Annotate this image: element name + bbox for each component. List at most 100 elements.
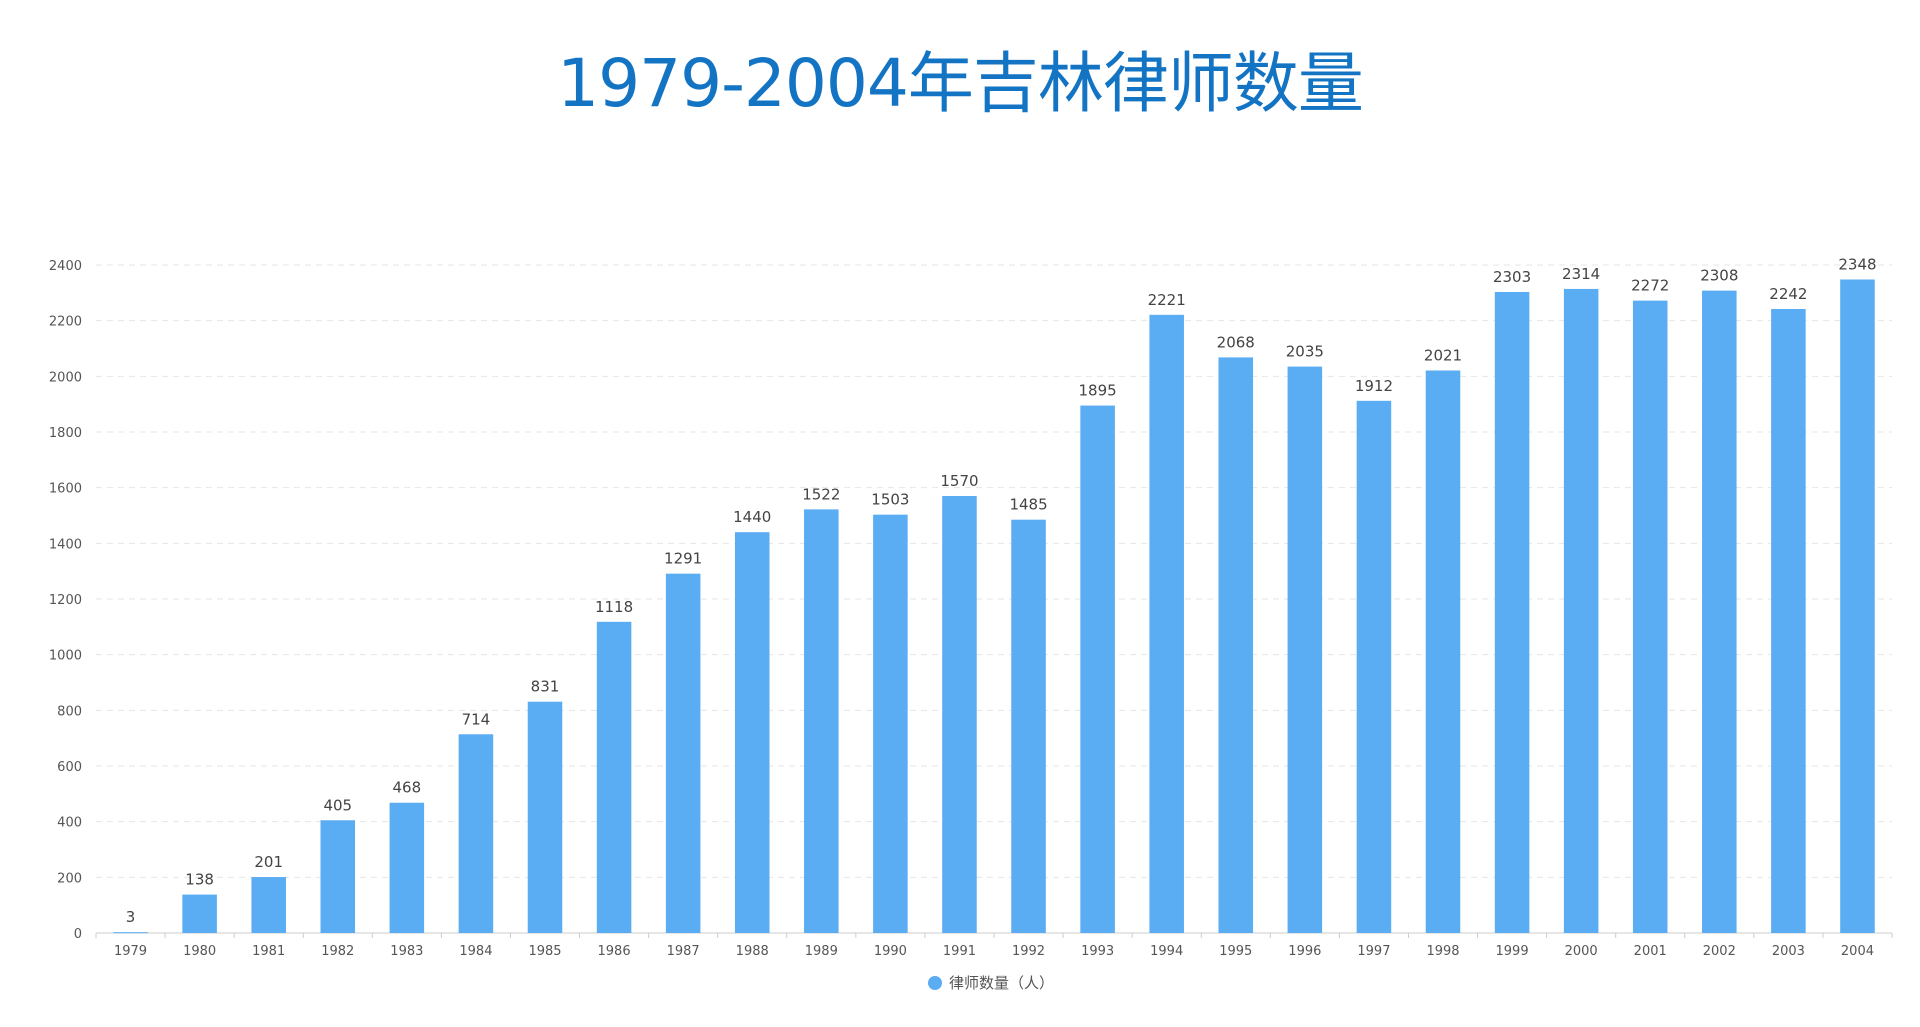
legend-label[interactable]: 律师数量（人） <box>949 974 1054 992</box>
x-tick-label: 1997 <box>1357 944 1390 959</box>
bar[interactable] <box>804 509 839 933</box>
data-label: 2348 <box>1838 255 1876 273</box>
bar[interactable] <box>1425 370 1461 933</box>
bar[interactable] <box>1011 519 1046 933</box>
x-tick-label: 1999 <box>1496 944 1529 959</box>
x-tick-label: 1998 <box>1426 944 1459 959</box>
bar[interactable] <box>1218 357 1254 933</box>
gridlines <box>96 264 1892 878</box>
y-tick-label: 1200 <box>49 593 82 608</box>
y-tick-label: 1000 <box>49 649 82 664</box>
legend-marker[interactable] <box>928 976 942 990</box>
bar[interactable] <box>1287 366 1323 933</box>
bar[interactable] <box>251 877 286 933</box>
bars <box>113 279 1875 934</box>
bar[interactable] <box>1149 314 1184 933</box>
bar[interactable] <box>596 621 632 933</box>
x-tick-label: 2000 <box>1565 944 1598 959</box>
data-label: 2314 <box>1562 265 1600 283</box>
x-tick-label: 1992 <box>1012 944 1045 959</box>
data-label: 1570 <box>940 472 978 490</box>
x-tick-label: 1986 <box>598 944 631 959</box>
x-tick-label: 2003 <box>1772 944 1805 959</box>
data-label: 831 <box>531 678 560 696</box>
y-tick-label: 1600 <box>49 482 82 497</box>
data-labels: 3 138 201 405 468 714 831 1118 1291 1440 1522 1503 1… <box>126 255 1877 926</box>
x-tick-label: 1990 <box>874 944 907 959</box>
data-label: 1440 <box>733 508 771 526</box>
data-label: 2035 <box>1286 343 1324 361</box>
x-tick-label: 1984 <box>459 944 492 959</box>
chart-title: 1979-2004年吉林律师数量 <box>557 45 1364 122</box>
data-label: 1522 <box>802 485 840 503</box>
data-label: 201 <box>254 853 283 871</box>
data-label: 2221 <box>1148 291 1186 309</box>
data-label: 2272 <box>1631 277 1669 295</box>
bar[interactable] <box>1494 291 1530 934</box>
data-label: 1503 <box>871 491 909 509</box>
data-label: 714 <box>462 710 491 728</box>
x-tick-label: 2004 <box>1841 944 1874 959</box>
x-tick-label: 2002 <box>1703 944 1736 959</box>
data-label: 1118 <box>595 598 633 616</box>
y-tick-label: 200 <box>57 871 82 886</box>
bar[interactable] <box>1702 290 1737 933</box>
bar[interactable] <box>665 573 701 933</box>
x-tick-label: 1983 <box>390 944 423 959</box>
bar[interactable] <box>1840 279 1875 933</box>
bar[interactable] <box>389 802 425 933</box>
data-label: 1895 <box>1079 382 1117 400</box>
data-label: 2068 <box>1217 333 1255 351</box>
data-label: 1291 <box>664 550 702 568</box>
data-label: 3 <box>126 908 136 926</box>
y-tick-label: 1800 <box>49 426 82 441</box>
bar[interactable] <box>1632 300 1668 933</box>
axes: 0 200 400 600 800 1000 1200 1400 1600 1800 2000 220… <box>49 259 1893 959</box>
data-label: 1485 <box>1009 496 1047 514</box>
x-tick-label: 1982 <box>321 944 354 959</box>
data-label: 2308 <box>1700 267 1738 285</box>
y-tick-label: 400 <box>57 816 82 831</box>
bar[interactable] <box>113 932 148 934</box>
bar[interactable] <box>734 532 770 933</box>
x-tick-label: 1991 <box>943 944 976 959</box>
x-tick-label: 1980 <box>183 944 216 959</box>
x-tick-label: 1996 <box>1288 944 1321 959</box>
bar[interactable] <box>1080 405 1115 933</box>
x-tick-label: 1994 <box>1150 944 1183 959</box>
bar[interactable] <box>942 496 977 933</box>
bar[interactable] <box>1563 288 1599 934</box>
y-tick-label: 1400 <box>49 537 82 552</box>
y-tick-label: 2400 <box>49 259 82 274</box>
data-label: 2021 <box>1424 346 1462 364</box>
data-label: 2303 <box>1493 268 1531 286</box>
data-label: 138 <box>185 871 214 889</box>
y-tick-label: 0 <box>74 927 82 942</box>
bar[interactable] <box>873 514 908 933</box>
data-label: 2242 <box>1769 285 1807 303</box>
y-tick-label: 2000 <box>49 370 82 385</box>
x-tick-label: 1995 <box>1219 944 1252 959</box>
x-tick-label: 1981 <box>252 944 285 959</box>
x-tick-label: 2001 <box>1634 944 1667 959</box>
data-label: 1912 <box>1355 377 1393 395</box>
bar[interactable] <box>527 701 563 933</box>
x-tick-label: 1989 <box>805 944 838 959</box>
x-tick-label: 1988 <box>736 944 769 959</box>
y-tick-label: 800 <box>57 704 82 719</box>
bar[interactable] <box>458 734 494 933</box>
x-tick-label: 1993 <box>1081 944 1114 959</box>
x-tick-label: 1979 <box>114 944 147 959</box>
y-tick-label: 600 <box>57 760 82 775</box>
bar[interactable] <box>1771 308 1806 933</box>
bar[interactable] <box>182 894 217 933</box>
x-tick-label: 1985 <box>528 944 561 959</box>
legend[interactable]: 律师数量（人） <box>928 974 1054 992</box>
x-tick-label: 1987 <box>667 944 700 959</box>
data-label: 468 <box>393 779 422 797</box>
data-label: 405 <box>323 796 352 814</box>
y-tick-label: 2200 <box>49 315 82 330</box>
bar[interactable] <box>1356 400 1392 933</box>
bar[interactable] <box>320 820 356 933</box>
